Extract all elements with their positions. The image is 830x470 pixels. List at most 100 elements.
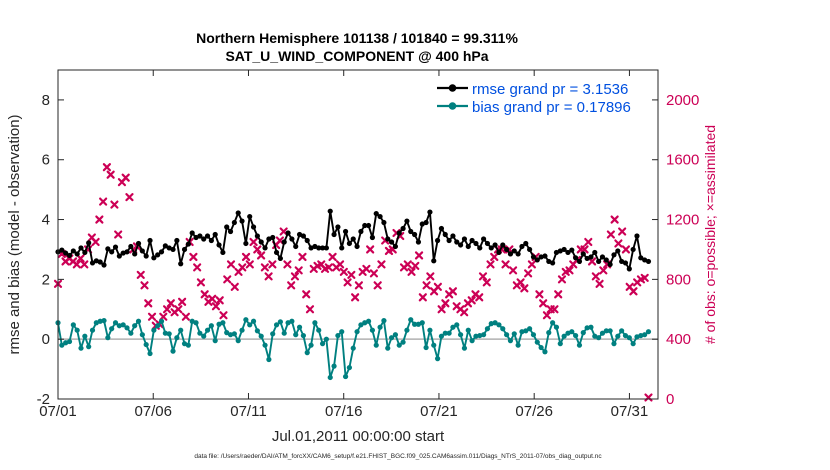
rmse-point (530, 254, 537, 260)
bias-point (316, 327, 322, 333)
bias-point (327, 374, 333, 381)
obs-marker (200, 290, 209, 299)
bias-point (504, 332, 510, 338)
bias-point (584, 325, 590, 331)
obs-marker (226, 260, 236, 269)
obs-marker (114, 230, 123, 239)
obs-marker (106, 170, 115, 179)
rmse-point (362, 222, 368, 229)
bias-point (454, 322, 460, 328)
bias-point (546, 330, 552, 336)
rmse-point (576, 258, 583, 265)
bias-point (239, 327, 245, 333)
rmse-point (561, 246, 567, 253)
bias-point (212, 338, 218, 344)
bias-point (204, 327, 211, 333)
bias-point (550, 320, 556, 326)
bias-point (553, 324, 560, 330)
obs-marker (644, 393, 653, 402)
bias-point (500, 326, 506, 332)
obs-marker (411, 261, 420, 271)
rmse-point (227, 228, 234, 235)
bias-point (273, 322, 280, 328)
rmse-series (55, 208, 652, 272)
rmse-point (607, 261, 613, 268)
rmse-point (385, 236, 391, 242)
bias-point (178, 327, 184, 333)
bias-point (481, 332, 487, 338)
bias-point (465, 327, 471, 333)
bias-point (507, 338, 514, 344)
bias-point (208, 323, 214, 329)
rmse-point (431, 258, 437, 264)
x-tick-label: 07/26 (515, 403, 553, 420)
bias-point (193, 320, 199, 326)
bias-point (86, 344, 92, 350)
bias-point (120, 322, 126, 328)
obs-marker (189, 252, 198, 262)
obs-marker (238, 263, 247, 272)
obs-marker (599, 266, 608, 275)
bias-point (607, 328, 613, 334)
x-axis-ticks: 07/01 07/06 07/11 07/16 07/21 07/26 07/31 (39, 70, 648, 420)
bias-point (335, 332, 341, 339)
bias-point (323, 336, 329, 342)
bias-point (124, 325, 130, 331)
bias-point (622, 332, 629, 339)
right-y-axis-label: # of obs: o=possible; ×=assimilated (702, 125, 718, 344)
left-y-axis-label: rmse and bias (model - observation) (6, 114, 23, 354)
bias-point (66, 338, 73, 345)
y-right-tick-label: 0 (666, 391, 674, 408)
obs-marker (144, 299, 153, 308)
y-left-tick-label: 2 (42, 271, 50, 288)
bias-point (89, 327, 96, 333)
rmse-point (473, 240, 479, 247)
bias-point (523, 328, 529, 334)
obs-marker (215, 296, 224, 305)
rmse-point (235, 210, 241, 216)
bias-point (373, 342, 379, 348)
rmse-point (101, 262, 107, 268)
rmse-point (277, 255, 283, 262)
obs-marker (557, 275, 567, 284)
bias-point (473, 333, 479, 339)
obs-marker (475, 293, 484, 302)
bias-point (235, 338, 241, 344)
rmse-point (626, 266, 632, 272)
obs-marker (621, 245, 631, 254)
rmse-point (63, 250, 69, 256)
bias-point (538, 344, 544, 351)
obs-marker (554, 290, 563, 299)
x-tick-label: 07/11 (230, 403, 266, 420)
rmse-point (569, 247, 575, 253)
rmse-point (488, 245, 494, 251)
rmse-point (634, 233, 640, 239)
bias-point (392, 332, 399, 338)
bias-point (296, 324, 303, 330)
obs-marker (324, 263, 333, 272)
bias-point (434, 356, 441, 362)
bias-point (542, 349, 548, 355)
obs-marker (354, 281, 363, 290)
obs-marker (486, 260, 495, 269)
obs-marker (230, 282, 239, 291)
obs-marker (211, 302, 221, 311)
bias-point (128, 330, 134, 336)
legend-rmse-marker (448, 84, 457, 92)
bias-point (411, 321, 418, 327)
obs-marker (305, 305, 315, 314)
rmse-point (565, 249, 571, 256)
rmse-point (89, 260, 96, 266)
obs-marker (550, 305, 559, 314)
bias-point (197, 330, 203, 336)
rmse-point (243, 240, 249, 247)
obs-marker (407, 267, 416, 276)
bias-point (419, 320, 425, 326)
rmse-point (201, 236, 207, 242)
bias-point (105, 335, 111, 341)
bias-point (511, 331, 517, 337)
bias-point (262, 342, 268, 348)
bias-point (346, 364, 353, 371)
obs-marker (539, 299, 548, 308)
rmse-point (592, 249, 598, 256)
